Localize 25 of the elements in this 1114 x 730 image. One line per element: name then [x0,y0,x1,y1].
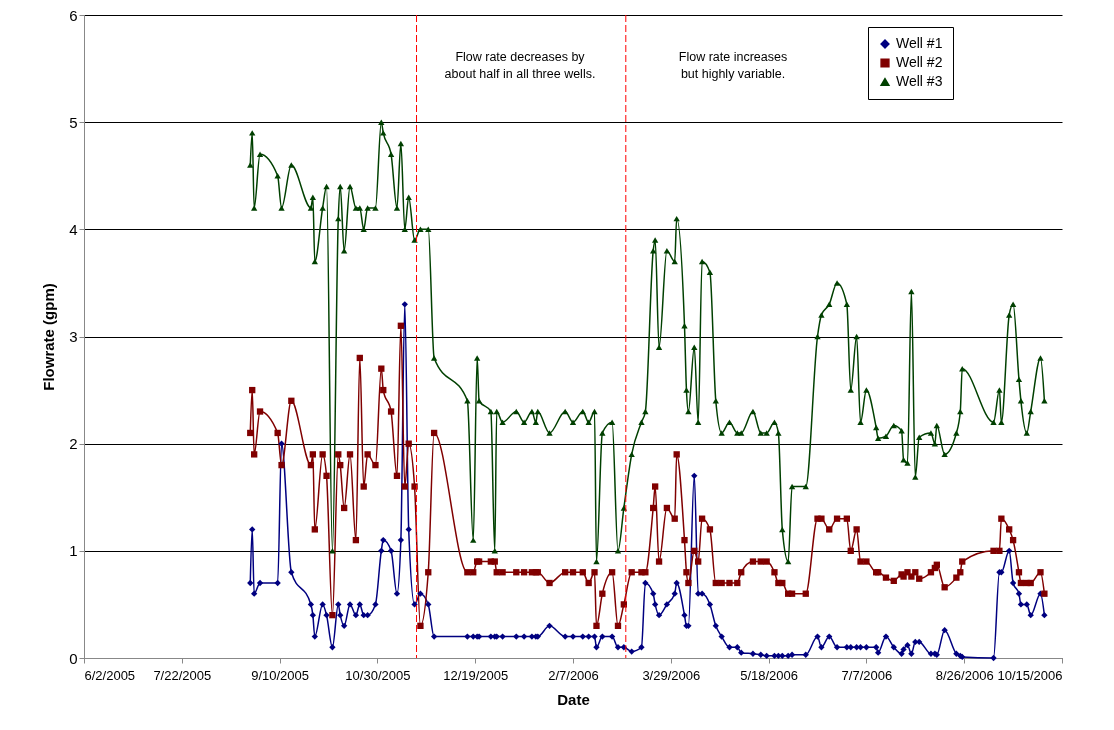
y-tick-label: 3 [69,328,78,345]
x-tick-label: 2/7/2006 [548,667,599,683]
y-tick-label: 2 [69,435,78,453]
y-tick-label: 5 [69,113,78,131]
y-axis-title: Flowrate (gpm) [40,283,58,391]
x-tick-label: 7/7/2006 [841,667,893,683]
x-tick-label: 8/26/2006 [935,667,994,683]
x-tick-label: 3/29/2006 [642,667,701,683]
legend-label: Well #3 [896,73,943,89]
legend-label: Well #2 [896,54,943,70]
x-tick-label: 5/18/2006 [740,667,799,683]
annotation: Flow rate decreases by about half in all three wells. [444,50,596,81]
x-tick-label: 12/19/2005 [443,667,509,683]
x-tick-label: 10/30/2005 [345,667,411,683]
x-axis-title: Date [557,690,590,708]
x-tick-label: 7/22/2005 [153,667,212,683]
legend-label: Well #1 [896,35,943,51]
x-tick-label: 9/10/2005 [251,667,310,683]
y-tick-label: 6 [69,6,78,24]
x-tick-label: 10/15/2006 [997,667,1063,683]
x-tick-label: 6/2/2005 [84,667,136,683]
y-tick-label: 0 [69,649,78,667]
y-tick-label: 4 [69,220,78,238]
y-tick-label: 1 [69,542,78,560]
annotation: Flow rate increases but highly variable. [678,50,788,81]
